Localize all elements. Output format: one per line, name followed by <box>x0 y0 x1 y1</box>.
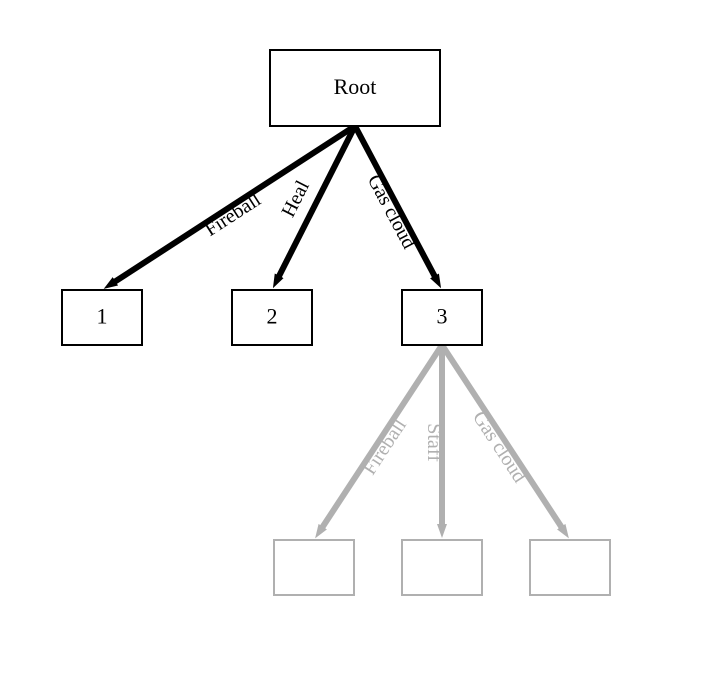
node-label: 3 <box>437 304 448 329</box>
edge-label: Staff <box>423 423 445 462</box>
edge-label: Gas cloud <box>468 407 531 486</box>
node-label: 2 <box>267 304 278 329</box>
node-label: 1 <box>97 304 108 329</box>
tree-diagram: FireballHealGas cloudFireballStaffGas cl… <box>0 0 703 679</box>
node-label: Root <box>334 74 377 99</box>
tree-node <box>530 540 610 595</box>
edge-label: Fireball <box>201 188 266 241</box>
tree-node <box>402 540 482 595</box>
edge-label: Gas cloud <box>363 171 420 252</box>
edge-label: Fireball <box>358 414 411 478</box>
tree-node <box>274 540 354 595</box>
